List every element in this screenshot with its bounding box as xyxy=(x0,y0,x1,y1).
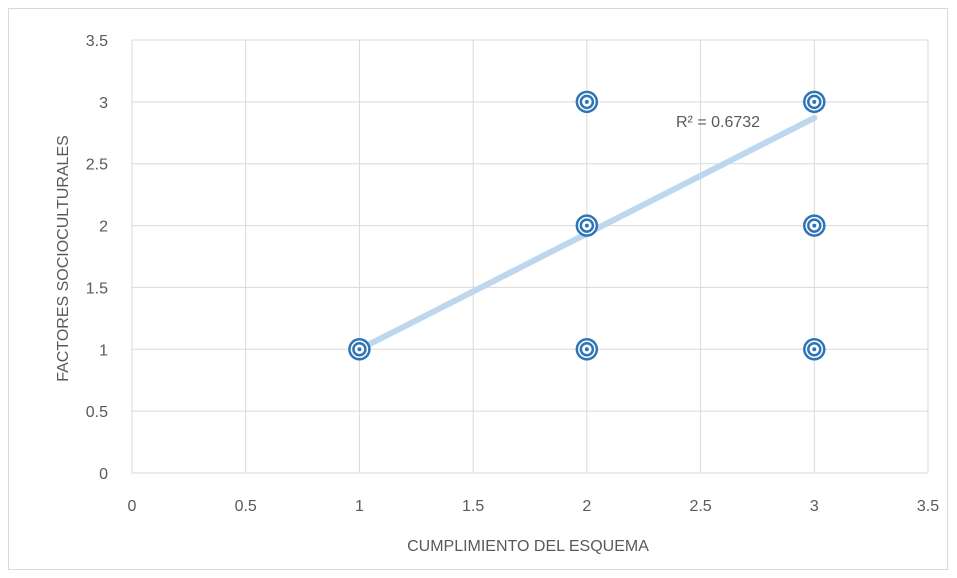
data-points xyxy=(348,90,826,361)
x-tick-label: 1 xyxy=(355,498,364,515)
data-point-center xyxy=(812,223,817,228)
x-tick-label: 2 xyxy=(582,498,591,515)
data-point xyxy=(575,338,599,361)
data-point xyxy=(575,214,599,237)
data-point xyxy=(803,90,826,114)
x-axis-ticks: 0 0.5 1 1.5 2 2.5 3 3.5 xyxy=(128,498,940,515)
y-tick-label: 2.5 xyxy=(86,157,108,174)
y-axis-title: FACTORES SOCIOCULTURALES xyxy=(55,135,72,382)
x-tick-label: 0.5 xyxy=(235,498,257,515)
y-axis-ticks: 0 0.5 1 1.5 2 2.5 3 3.5 xyxy=(86,33,108,483)
y-tick-label: 1 xyxy=(99,342,108,359)
data-point-center xyxy=(812,347,817,352)
y-tick-label: 2 xyxy=(99,219,108,236)
y-tick-label: 0.5 xyxy=(86,404,108,421)
x-tick-label: 0 xyxy=(128,498,137,515)
data-point-center xyxy=(584,99,589,104)
x-axis-title: CUMPLIMIENTO DEL ESQUEMA xyxy=(407,538,649,555)
data-point-center xyxy=(584,223,589,228)
y-tick-label: 0 xyxy=(99,466,108,483)
y-tick-label: 3.5 xyxy=(86,33,108,50)
y-tick-label: 3 xyxy=(99,95,108,112)
data-point xyxy=(575,90,599,114)
data-point-center xyxy=(584,347,589,352)
x-tick-label: 1.5 xyxy=(462,498,484,515)
data-point-center xyxy=(357,347,362,352)
x-tick-label: 3.5 xyxy=(917,498,939,515)
grid-lines xyxy=(131,39,929,474)
y-tick-label: 1.5 xyxy=(86,280,108,297)
data-point-center xyxy=(812,99,817,104)
data-point xyxy=(803,214,826,237)
x-tick-label: 2.5 xyxy=(689,498,711,515)
data-point xyxy=(803,338,826,361)
data-point xyxy=(348,338,371,361)
r-squared-label: R² = 0.6732 xyxy=(676,114,760,131)
x-tick-label: 3 xyxy=(810,498,819,515)
